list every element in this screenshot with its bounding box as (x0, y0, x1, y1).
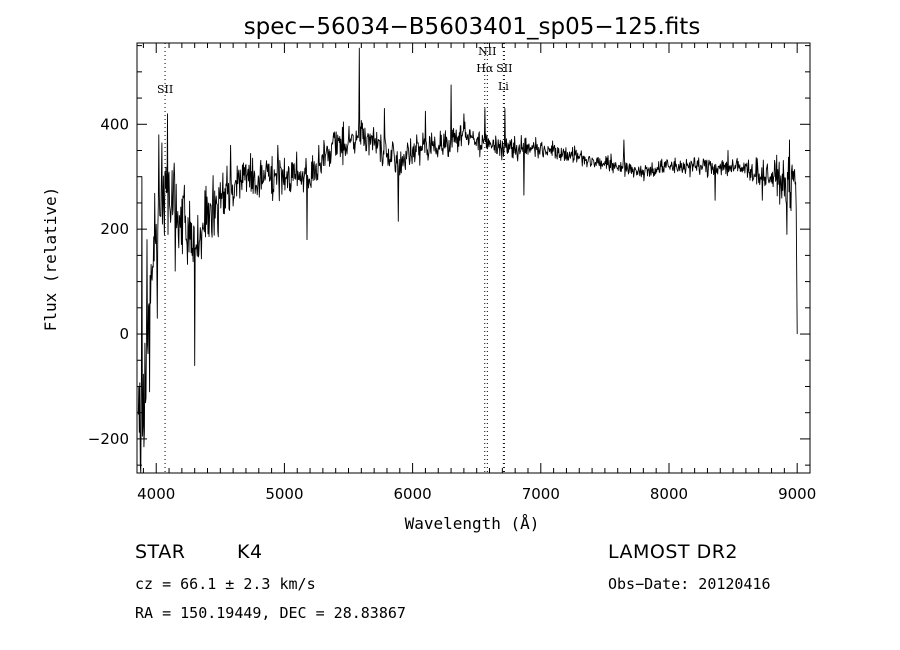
marker-label: SII (157, 83, 173, 96)
marker-label: SII (496, 62, 512, 75)
redshift-readout: cz = 66.1 ± 2.3 km/s (135, 575, 316, 593)
y-tick-label: 200 (100, 220, 129, 238)
coordinates-readout: RA = 150.19449, DEC = 28.83867 (135, 604, 406, 622)
plot-border (136, 42, 811, 474)
x-tick-label: 6000 (394, 485, 432, 503)
x-tick-label: 9000 (778, 485, 816, 503)
x-tick-label: 7000 (522, 485, 560, 503)
y-tick-label: −200 (88, 430, 129, 448)
y-tick-label: 0 (119, 325, 129, 343)
x-axis: 4000 5000 6000 7000 8000 9000 (137, 43, 816, 503)
x-axis-label: Wavelength (Å) (405, 514, 540, 533)
marker-label: Hα (476, 62, 494, 75)
obs-date: Obs−Date: 20120416 (608, 575, 771, 593)
x-tick-label: 5000 (265, 485, 303, 503)
survey-name: LAMOST DR2 (608, 541, 738, 563)
x-tick-label: 4000 (137, 485, 175, 503)
x-tick-label: 8000 (650, 485, 688, 503)
series-layer (137, 47, 798, 474)
marker-label: NII (478, 45, 496, 58)
y-axis: −200 0 200 400 (88, 45, 810, 466)
plot-frame (136, 42, 811, 474)
object-subclass: K4 (237, 541, 263, 563)
object-class: STAR (135, 541, 186, 563)
marker-label: Li (498, 80, 509, 93)
spectrum-line (137, 47, 798, 474)
y-tick-label: 400 (100, 115, 129, 133)
chart-title: spec−56034−B5603401_sp05−125.fits (244, 14, 701, 40)
y-axis-label: Flux (relative) (41, 187, 60, 332)
